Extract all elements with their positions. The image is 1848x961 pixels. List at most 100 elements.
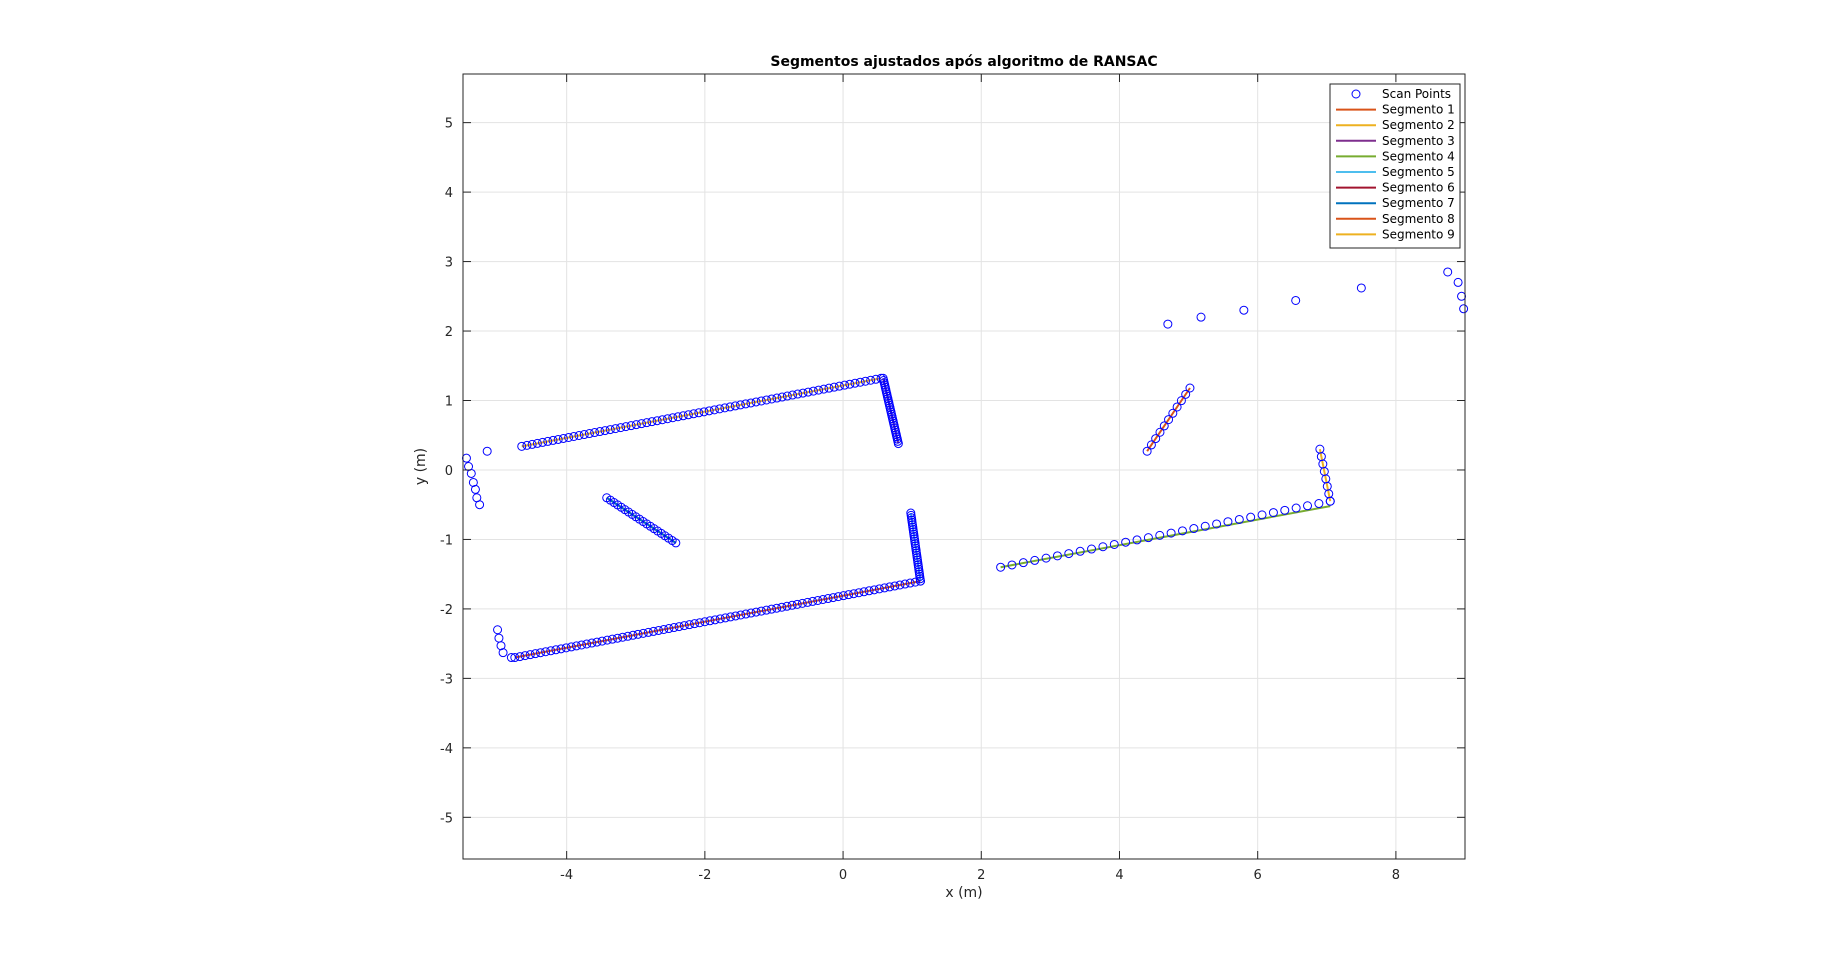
scan-point xyxy=(587,638,597,648)
legend-entry: Segmento 7 xyxy=(1336,196,1455,210)
axes-frame xyxy=(462,73,1466,860)
scan-point xyxy=(530,649,540,659)
scan-point xyxy=(1007,560,1017,570)
scan-point xyxy=(664,624,674,634)
scan-point xyxy=(527,439,537,449)
y-tick-label: -2 xyxy=(440,603,453,618)
scan-point xyxy=(741,399,751,409)
scan-point xyxy=(1018,558,1028,568)
scan-point xyxy=(633,629,643,639)
legend-label: Segmento 7 xyxy=(1382,196,1455,210)
scan-point xyxy=(803,597,813,607)
scan-point xyxy=(613,633,623,643)
scan-point xyxy=(517,441,527,451)
scan-point xyxy=(762,395,772,405)
scan-point xyxy=(787,600,797,610)
scan-point xyxy=(1325,496,1335,506)
y-tick-label: 1 xyxy=(445,395,453,410)
scan-point xyxy=(725,612,735,622)
scan-point xyxy=(860,376,870,386)
scan-point xyxy=(669,623,679,633)
scan-point xyxy=(631,420,641,430)
scan-point xyxy=(731,611,741,621)
segment-line xyxy=(1146,387,1191,452)
scan-point xyxy=(595,427,605,437)
scan-point xyxy=(602,635,612,645)
scan-point xyxy=(833,592,843,602)
scan-point xyxy=(558,433,568,443)
scan-point xyxy=(616,423,626,433)
scan-point xyxy=(1155,530,1165,540)
scan-point xyxy=(767,394,777,404)
y-tick-label: 2 xyxy=(445,325,453,340)
scan-point xyxy=(792,599,802,609)
scan-point xyxy=(838,591,848,601)
scan-point xyxy=(553,434,563,444)
scan-point xyxy=(690,619,700,629)
scan-point xyxy=(751,607,761,617)
x-tick-label: 0 xyxy=(839,868,847,883)
scan-point xyxy=(556,644,566,654)
legend-label: Scan Points xyxy=(1382,87,1451,101)
legend-box xyxy=(1329,83,1461,249)
scan-point xyxy=(694,408,704,418)
scan-point xyxy=(551,645,561,655)
legend-label: Segmento 8 xyxy=(1382,212,1455,226)
scan-point xyxy=(793,389,803,399)
scan-point xyxy=(840,380,850,390)
scan-point xyxy=(510,653,520,663)
scan-point xyxy=(1189,524,1199,534)
scan-point xyxy=(828,593,838,603)
chart-title: Segmentos ajustados após algoritmo de RA… xyxy=(770,54,1157,70)
scan-point xyxy=(1098,542,1108,552)
scan-point xyxy=(626,421,636,431)
scan-point xyxy=(470,484,480,494)
scan-point xyxy=(772,603,782,613)
scan-point xyxy=(735,400,745,410)
scan-point xyxy=(1121,537,1131,547)
scan-point xyxy=(1164,415,1174,425)
scan-point xyxy=(515,652,525,662)
scan-point xyxy=(689,409,699,419)
scan-point xyxy=(569,431,579,441)
scan-point xyxy=(548,435,558,445)
legend-label: Segmento 2 xyxy=(1382,118,1455,132)
scan-point xyxy=(854,588,864,598)
scan-point xyxy=(543,436,553,446)
scan-point xyxy=(880,583,890,593)
scan-point xyxy=(668,413,678,423)
scan-point xyxy=(520,651,530,661)
scan-point xyxy=(566,642,576,652)
scan-point xyxy=(561,643,571,653)
y-tick-label: 3 xyxy=(445,256,453,271)
scan-point xyxy=(900,579,910,589)
scan-point xyxy=(777,602,787,612)
y-tick-label: 0 xyxy=(445,464,453,479)
scan-point xyxy=(1453,277,1463,287)
legend-entry: Segmento 6 xyxy=(1336,181,1455,195)
y-tick-label: 5 xyxy=(445,117,453,132)
scan-point xyxy=(1041,553,1051,563)
scan-point xyxy=(782,391,792,401)
scan-point xyxy=(893,439,903,449)
scan-point xyxy=(910,577,920,587)
scan-point xyxy=(600,426,610,436)
legend-label: Segmento 6 xyxy=(1382,181,1455,195)
scan-point xyxy=(869,585,879,595)
scan-point xyxy=(642,418,652,428)
scan-point xyxy=(1159,421,1169,431)
scan-point xyxy=(1163,319,1173,329)
scan-point xyxy=(905,578,915,588)
legend-entry: Segmento 2 xyxy=(1336,118,1455,132)
scan-point xyxy=(592,637,602,647)
scan-point xyxy=(582,639,592,649)
scan-point xyxy=(736,610,746,620)
legend-label: Segmento 9 xyxy=(1382,227,1455,241)
scan-point xyxy=(671,538,681,548)
scan-point xyxy=(777,392,787,402)
scan-point xyxy=(1239,305,1249,315)
scan-point xyxy=(496,641,506,651)
legend-marker xyxy=(1351,89,1361,99)
scan-point xyxy=(1030,555,1040,565)
legend-entry: Segmento 3 xyxy=(1336,134,1455,148)
